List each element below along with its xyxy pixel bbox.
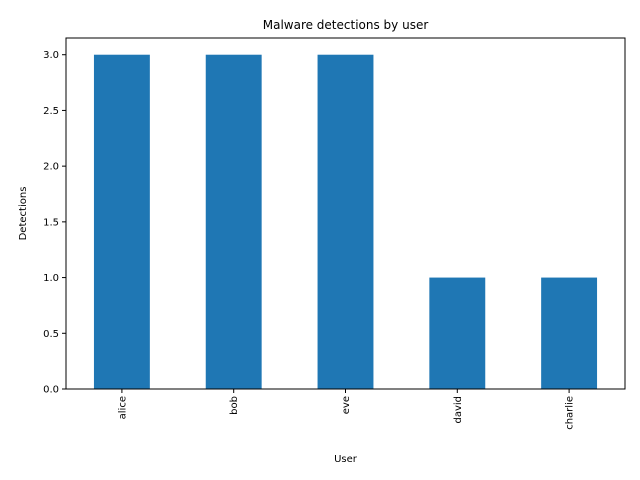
- x-tick-label-eve: eve: [341, 396, 352, 414]
- bar-alice: [93, 54, 150, 389]
- y-tick-label: 0.0: [43, 385, 59, 396]
- plot-frame: [65, 37, 626, 390]
- x-tick-label-david: david: [453, 396, 464, 424]
- x-tick-label-alice: alice: [117, 396, 128, 419]
- x-tick-label-bob: bob: [229, 396, 240, 415]
- y-tick-label: 3.0: [43, 50, 59, 61]
- bar-david: [429, 277, 486, 389]
- y-axis-label: Detections: [18, 187, 29, 241]
- y-axis: 0.0 0.5 1.0 1.5 2.0 2.5 3.0: [43, 50, 66, 396]
- chart-title: Malware detections by user: [263, 18, 429, 32]
- y-tick-label: 2.5: [43, 106, 59, 117]
- bar-eve: [317, 54, 374, 389]
- x-axis: alice bob eve david charlie: [117, 389, 576, 430]
- y-tick-label: 2.0: [43, 162, 59, 173]
- bars-group: [93, 54, 598, 389]
- y-tick-label: 1.5: [43, 217, 59, 228]
- y-tick-label: 0.5: [43, 329, 59, 340]
- y-tick-label: 1.0: [43, 273, 59, 284]
- x-tick-label-charlie: charlie: [565, 396, 576, 430]
- bar-bob: [205, 54, 262, 389]
- bar-charlie: [541, 277, 598, 389]
- x-axis-label: User: [334, 454, 358, 465]
